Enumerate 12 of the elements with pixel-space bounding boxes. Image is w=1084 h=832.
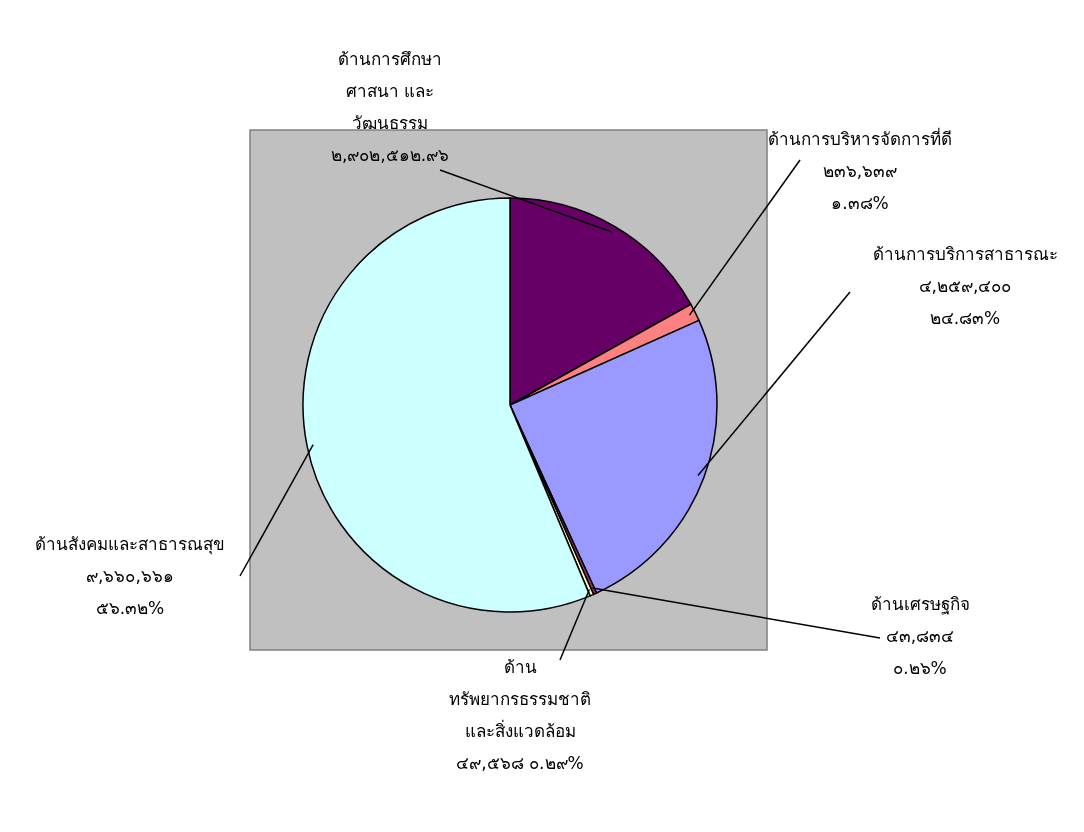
slice-label: ด้านการศึกษา ศาสนา และ วัฒนธรรม <box>338 49 442 133</box>
data-label: ๔๙,๕๖๘ ๐.๒๙% <box>456 753 584 773</box>
data-label: ๔๓,๘๓๔ ๐.๒๖% <box>885 626 955 678</box>
data-label: ๙,๖๖๐,๖๖๑ ๕๖.๓๒% <box>86 566 174 618</box>
slice-label: ด้านเศรษฐกิจ <box>870 594 970 615</box>
slice-label: ด้าน ทรัพยากรธรรมชาติ และสิ่งแวดล้อม <box>449 657 591 741</box>
data-label: ๒๓๖,๖๓๙ ๑.๓๘% <box>822 161 898 213</box>
slice-label: ด้านการบริหารจัดการที่ดี <box>768 127 952 149</box>
data-label: ๒,๙๐๒,๕๑๒.๙๖ <box>330 145 450 165</box>
data-label: ๔,๒๕๙,๔๐๐ ๒๔.๘๓% <box>918 276 1012 328</box>
slice-label: ด้านการบริการสาธารณะ <box>872 244 1058 264</box>
slice-label: ด้านสังคมและสาธารณสุข <box>35 534 225 555</box>
